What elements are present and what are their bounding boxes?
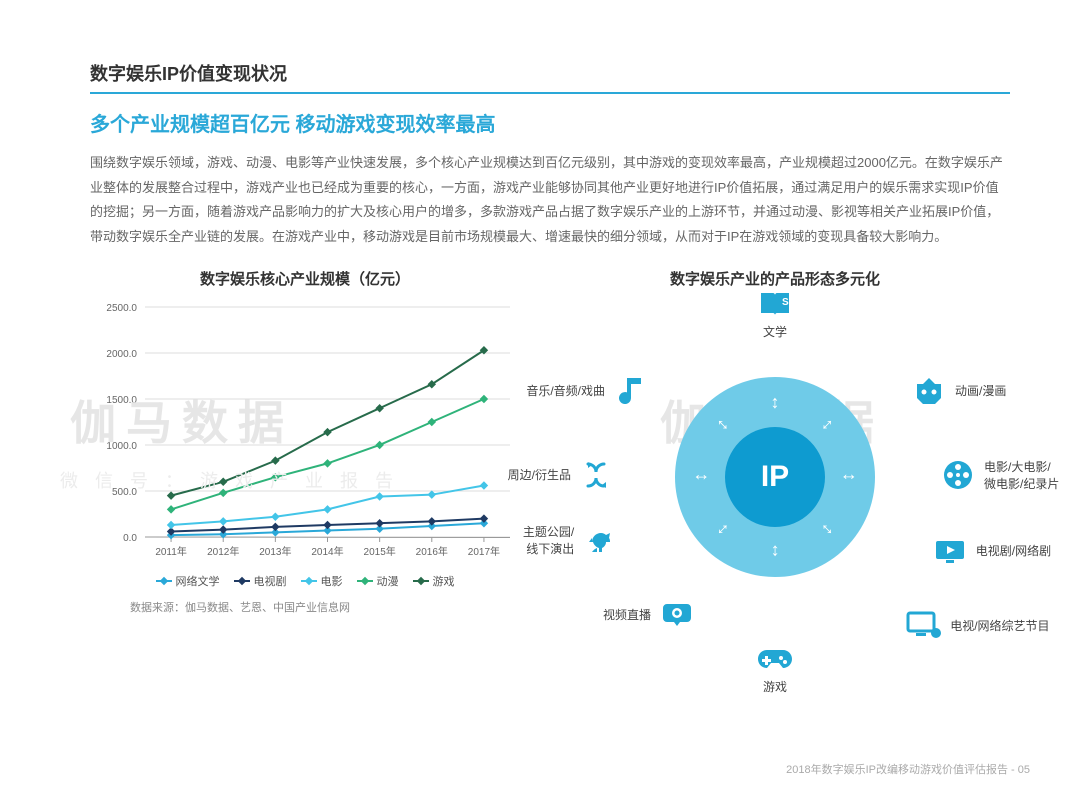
diagram-node-label: 文学 [763, 323, 787, 340]
ip-center-label: IP [761, 460, 789, 494]
merch-icon [579, 457, 615, 493]
expand-arrow-icon: ↕ [840, 467, 860, 487]
chart-title: 数字娱乐核心产业规模（亿元） [90, 268, 520, 289]
diagram-node-movie: 电影/大电影/ 微电影/纪录片 [940, 457, 1080, 493]
diagram-node-merch: 周边/衍生品 [455, 457, 615, 493]
tvdrama-icon [932, 533, 968, 569]
diagram-node-label: 动画/漫画 [955, 382, 1006, 399]
svg-text:500.0: 500.0 [112, 487, 137, 498]
svg-text:S: S [782, 297, 789, 308]
themepark-icon [582, 522, 618, 558]
game-icon [757, 642, 793, 678]
divider [90, 92, 1010, 94]
diagram-node-music: 音乐/音频/戏曲 [489, 373, 649, 409]
diagram-node-label: 电视/网络综艺节目 [950, 617, 1049, 634]
svg-text:2000.0: 2000.0 [106, 349, 137, 360]
svg-text:2011年: 2011年 [155, 545, 187, 558]
diagram-node-label: 主题公园/ 线下演出 [523, 523, 574, 557]
svg-text:2500.0: 2500.0 [106, 303, 137, 314]
diagram-node-label: 电视剧/网络剧 [976, 542, 1051, 559]
diagram-node-label: 视频直播 [603, 606, 651, 623]
expand-arrow-icon: ↕ [765, 392, 785, 412]
diagram-node-label: 游戏 [763, 678, 787, 695]
diagram-node-label: 周边/衍生品 [508, 466, 571, 483]
diagram-node-anime: 动画/漫画 [911, 373, 1080, 409]
svg-text:1500.0: 1500.0 [106, 395, 137, 406]
legend-item: 网络文学 [156, 573, 220, 589]
legend-item: 电影 [301, 573, 343, 589]
svg-text:0.0: 0.0 [123, 533, 137, 544]
svg-text:2016年: 2016年 [416, 545, 448, 558]
expand-arrow-icon: ↕ [765, 542, 785, 562]
literature-icon: S [757, 287, 793, 323]
diagram-title: 数字娱乐产业的产品形态多元化 [540, 268, 1010, 289]
legend-item: 游戏 [413, 573, 455, 589]
svg-text:2014年: 2014年 [311, 545, 343, 558]
svg-text:2012年: 2012年 [207, 545, 239, 558]
legend-item: 电视剧 [234, 573, 287, 589]
diagram-node-video: 视频直播 [535, 597, 695, 633]
chart-source: 数据来源：伽马数据、艺恩、中国产业信息网 [130, 599, 520, 615]
diagram-node-tvdrama: 电视剧/网络剧 [932, 533, 1080, 569]
music-icon [613, 373, 649, 409]
line-chart: 0.0 500.0 1000.0 1500.0 2000.0 2500.0 2011年 201… [90, 297, 520, 567]
page-footer: 2018年数字娱乐IP改编移动游戏价值评估报告 - 05 [786, 761, 1030, 777]
headline: 多个产业规模超百亿元 移动游戏变现效率最高 [90, 108, 1010, 137]
movie-icon [940, 457, 976, 493]
ip-inner-circle: IP [725, 427, 825, 527]
section-title: 数字娱乐IP价值变现状况 [90, 60, 1010, 86]
diagram-node-literature: S 文学 [715, 287, 835, 340]
diagram-panel: 数字娱乐产业的产品形态多元化 伽马数据 IP ↕↕↕↕↕↕↕↕S文学动画/漫画电… [540, 268, 1010, 657]
body-paragraph: 围绕数字娱乐领域，游戏、动漫、电影等产业快速发展，多个核心产业规模达到百亿元级别… [90, 151, 1010, 250]
tvshow-icon [906, 608, 942, 644]
diagram-node-tvshow: 电视/网络综艺节目 [906, 608, 1080, 644]
svg-text:2015年: 2015年 [364, 545, 396, 558]
diagram-node-label: 电影/大电影/ 微电影/纪录片 [984, 458, 1059, 492]
svg-text:2013年: 2013年 [259, 545, 291, 558]
expand-arrow-icon: ↕ [690, 467, 710, 487]
legend-item: 动漫 [357, 573, 399, 589]
diagram-node-themepark: 主题公园/ 线下演出 [458, 522, 618, 558]
diagram-node-game: 游戏 [715, 642, 835, 695]
svg-text:1000.0: 1000.0 [106, 441, 137, 452]
chart-legend: 网络文学电视剧电影动漫游戏 [90, 573, 520, 589]
video-icon [659, 597, 695, 633]
diagram-node-label: 音乐/音频/戏曲 [526, 382, 605, 399]
anime-icon [911, 373, 947, 409]
